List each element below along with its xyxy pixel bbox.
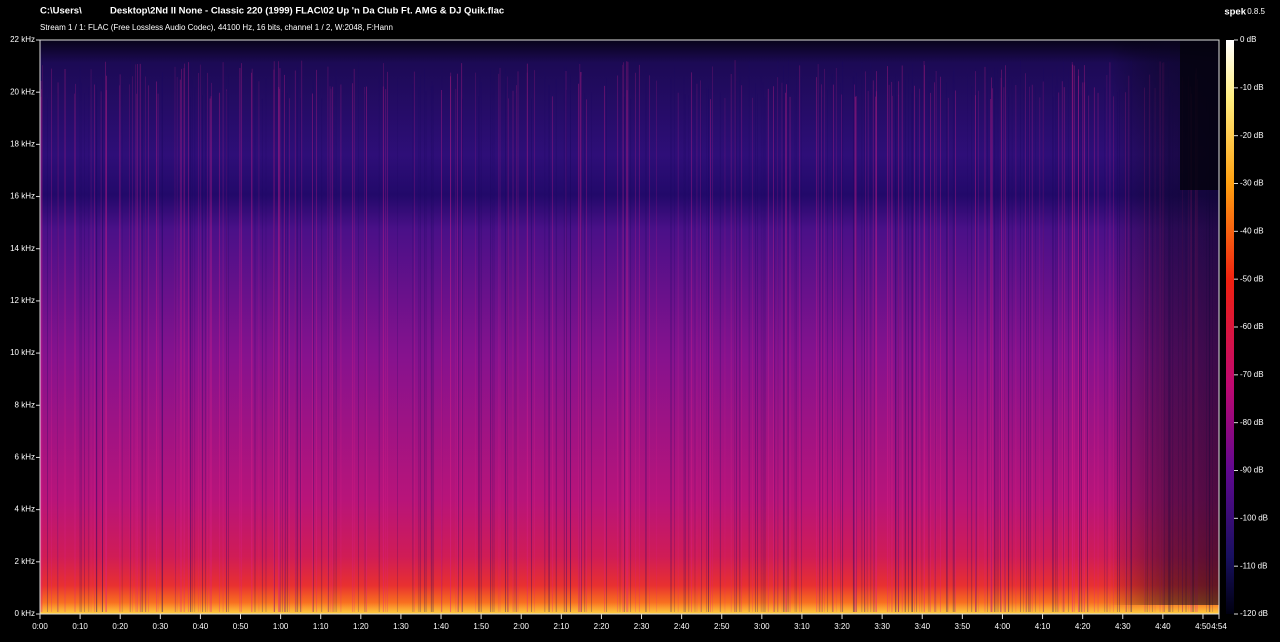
time-label: 2:50 — [714, 622, 730, 631]
colorbar-label: -110 dB — [1240, 561, 1267, 570]
time-label: 3:30 — [874, 622, 890, 631]
time-label: 4:50 — [1195, 622, 1211, 631]
stream-info: Stream 1 / 1: FLAC (Free Lossless Audio … — [40, 23, 393, 32]
time-label: 0:50 — [233, 622, 249, 631]
time-label: 4:54 — [1211, 622, 1227, 631]
time-label: 1:40 — [433, 622, 449, 631]
frequency-label: 20 kHz — [10, 87, 35, 96]
time-label: 2:10 — [554, 622, 570, 631]
plot-frame — [39, 39, 1220, 615]
colorbar-label: -50 dB — [1240, 274, 1264, 283]
app-name: spek — [1224, 7, 1246, 18]
colorbar-label: -60 dB — [1240, 322, 1264, 331]
time-label: 3:20 — [834, 622, 850, 631]
colorbar-label: -40 dB — [1240, 226, 1264, 235]
time-label: 0:00 — [32, 622, 48, 631]
time-label: 4:20 — [1075, 622, 1091, 631]
spectrogram — [40, 40, 1219, 614]
colorbar-label: -70 dB — [1240, 370, 1264, 379]
app-version: 0.8.5 — [1247, 7, 1265, 16]
colorbar-label: -120 dB — [1240, 609, 1268, 618]
file-path: Desktop\2Nd II None - Classic 220 (1999)… — [110, 6, 504, 17]
time-label: 1:50 — [473, 622, 489, 631]
time-label: 1:10 — [313, 622, 329, 631]
spectrogram-cutoff — [1180, 40, 1219, 190]
frequency-label: 22 kHz — [10, 35, 35, 44]
colorbar-label: 0 dB — [1240, 35, 1256, 44]
time-label: 4:00 — [995, 622, 1011, 631]
frequency-label: 18 kHz — [10, 139, 35, 148]
frequency-label: 12 kHz — [10, 296, 35, 305]
time-label: 4:40 — [1155, 622, 1171, 631]
time-label: 1:30 — [393, 622, 409, 631]
path-start: C:\Users\ — [40, 6, 82, 17]
frequency-label: 10 kHz — [10, 348, 35, 357]
frequency-label: 6 kHz — [15, 453, 35, 462]
time-label: 4:30 — [1115, 622, 1131, 631]
time-label: 2:00 — [513, 622, 529, 631]
colorbar-label: -100 dB — [1240, 513, 1268, 522]
frequency-label: 16 kHz — [10, 192, 35, 201]
colorbar-label: -20 dB — [1240, 131, 1264, 140]
colorbar — [1226, 40, 1234, 614]
frequency-label: 4 kHz — [15, 505, 35, 514]
frequency-label: 8 kHz — [15, 400, 35, 409]
time-label: 1:20 — [353, 622, 369, 631]
time-label: 2:20 — [594, 622, 610, 631]
time-label: 1:00 — [273, 622, 289, 631]
time-label: 3:40 — [914, 622, 930, 631]
frequency-label: 14 kHz — [10, 244, 35, 253]
time-label: 3:00 — [754, 622, 770, 631]
colorbar-label: -30 dB — [1240, 179, 1264, 188]
time-label: 2:30 — [634, 622, 650, 631]
time-label: 4:10 — [1035, 622, 1051, 631]
time-label: 3:10 — [794, 622, 810, 631]
colorbar-label: -80 dB — [1240, 418, 1264, 427]
time-label: 0:20 — [112, 622, 128, 631]
time-label: 0:30 — [153, 622, 169, 631]
frequency-label: 0 kHz — [15, 609, 35, 618]
colorbar-label: -10 dB — [1240, 83, 1264, 92]
time-label: 0:10 — [72, 622, 88, 631]
time-label: 0:40 — [193, 622, 209, 631]
colorbar-label: -90 dB — [1240, 466, 1264, 475]
frequency-label: 2 kHz — [15, 557, 35, 566]
time-label: 3:50 — [955, 622, 971, 631]
time-label: 2:40 — [674, 622, 690, 631]
